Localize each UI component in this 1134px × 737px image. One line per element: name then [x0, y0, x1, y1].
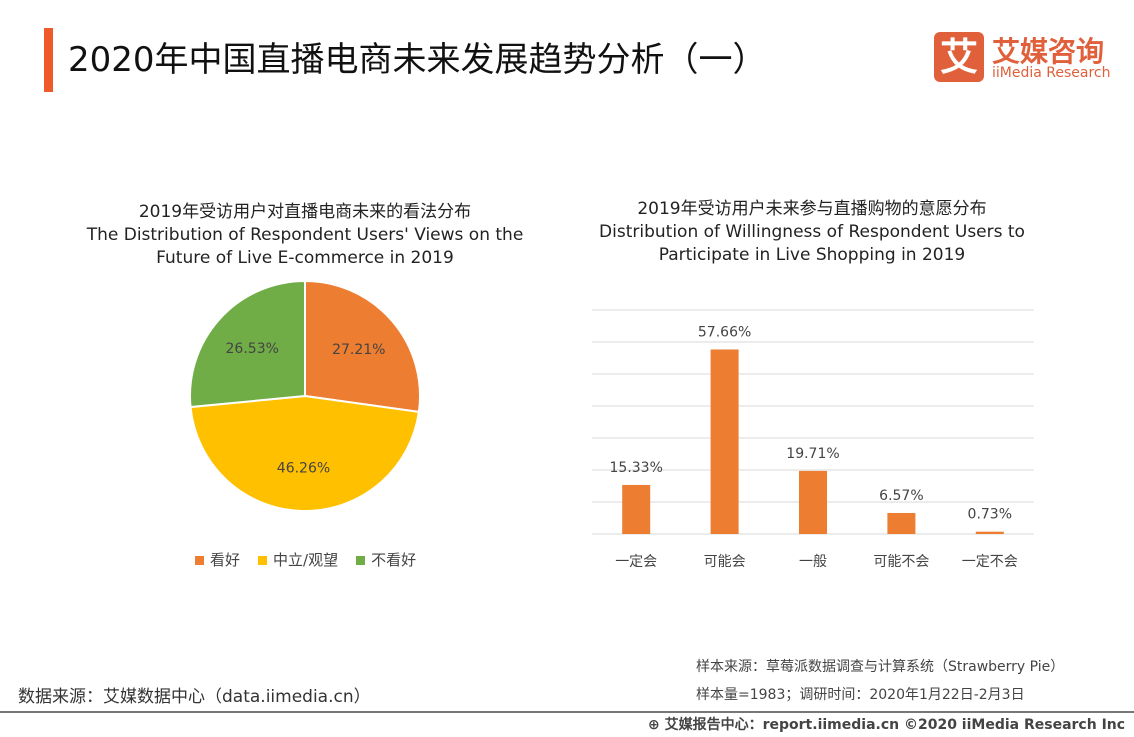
pie-title: 2019年受访用户对直播电商未来的看法分布 The Distribution o…: [65, 201, 545, 270]
bar-title: 2019年受访用户未来参与直播购物的意愿分布 Distribution of W…: [572, 198, 1052, 267]
bar-title-en-2: Participate in Live Shopping in 2019: [658, 245, 966, 265]
logo-en: iiMedia Research: [992, 65, 1111, 81]
bar: [887, 512, 916, 534]
footer-divider: [0, 711, 1134, 713]
legend-swatch: [356, 556, 366, 565]
legend-item: 看好: [195, 549, 240, 570]
bar: [622, 484, 651, 534]
legend-item: 中立/观望: [258, 549, 338, 570]
bar-data-label: 19.71%: [786, 446, 839, 462]
bar-title-cn: 2019年受访用户未来参与直播购物的意愿分布: [637, 199, 987, 219]
bar-chart: 15.33% 一定会 57.66% 可能会 19.71% 一般 6.57% 可能不会 0.73%…: [592, 309, 1034, 570]
pie-title-en-2: Future of Live E-commerce in 2019: [156, 248, 454, 268]
data-source: 数据来源：艾媒数据中心（data.iimedia.cn）: [18, 687, 371, 707]
legend-label: 看好: [210, 551, 241, 569]
x-tick-label: 可能不会: [873, 554, 929, 570]
x-tick-label: 一定不会: [962, 554, 1018, 570]
pie-slice: [189, 279, 306, 409]
bar: [710, 349, 739, 534]
globe-icon: ⊕: [648, 717, 665, 733]
bar-data-label: 0.73%: [968, 507, 1012, 523]
sample-info: 样本量=1983；调研时间：2020年1月22日-2月3日: [696, 687, 1025, 703]
legend-label: 中立/观望: [273, 551, 339, 569]
bar-data-label: 15.33%: [610, 460, 663, 476]
pie-slice: [189, 394, 421, 512]
bar-title-en-1: Distribution of Willingness of Responden…: [599, 222, 1025, 242]
pie-title-en-1: The Distribution of Respondent Users' Vi…: [86, 225, 524, 245]
footer: ⊕ 艾媒报告中心：report.iimedia.cn ©2020 iiMedia…: [648, 714, 1125, 734]
pie-data-label: 46.26%: [277, 460, 330, 476]
bar: [975, 531, 1004, 534]
iimedia-logo: 艾 艾媒咨询 iiMedia Research: [934, 32, 1114, 86]
x-tick-label: 一般: [799, 554, 827, 570]
title-accent-bar: [44, 28, 53, 92]
pie-slice: [304, 279, 421, 414]
logo-mark: 艾: [934, 32, 984, 82]
bar-data-label: 6.57%: [879, 488, 923, 504]
page-title: 2020年中国直播电商未来发展趋势分析（一）: [68, 40, 767, 80]
pie-data-label: 26.53%: [226, 341, 279, 357]
bar-data-label: 57.66%: [698, 324, 751, 340]
pie-chart: 27.21% 46.26% 26.53%: [189, 279, 421, 512]
legend-label: 不看好: [371, 551, 417, 569]
sample-source: 样本来源：草莓派数据调查与计算系统（Strawberry Pie）: [696, 659, 1065, 675]
pie-title-cn: 2019年受访用户对直播电商未来的看法分布: [138, 202, 472, 222]
legend-swatch: [258, 556, 268, 565]
pie-legend: 看好 中立/观望 不看好: [195, 549, 416, 570]
pie-data-label: 27.21%: [332, 342, 385, 358]
x-tick-label: 可能会: [704, 554, 746, 570]
x-tick-label: 一定会: [615, 554, 657, 570]
bar: [799, 470, 827, 534]
footer-text: 艾媒报告中心：report.iimedia.cn ©2020 iiMedia R…: [664, 717, 1126, 733]
logo-cn: 艾媒咨询: [992, 35, 1105, 68]
legend-swatch: [195, 556, 204, 565]
legend-item: 不看好: [356, 549, 416, 570]
